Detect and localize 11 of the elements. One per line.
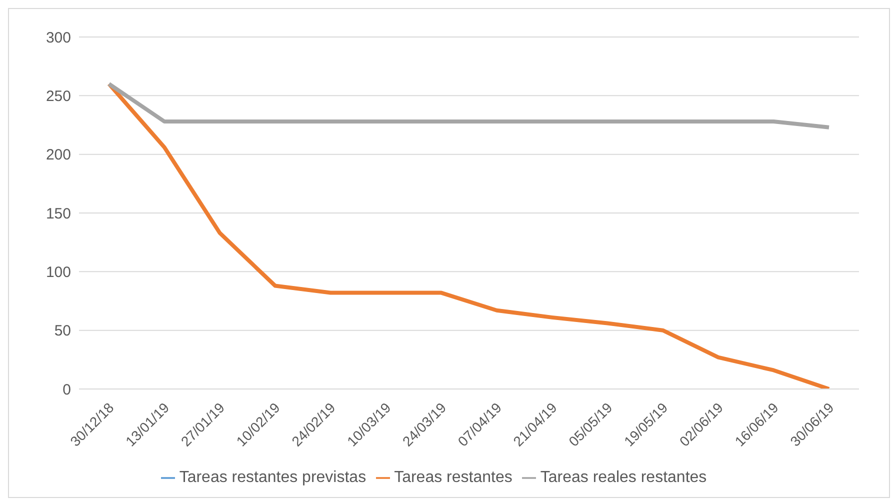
y-tick-label: 250 bbox=[46, 88, 71, 105]
legend-label: Tareas reales restantes bbox=[540, 469, 707, 486]
y-tick-label: 300 bbox=[46, 29, 71, 46]
y-tick-label: 0 bbox=[62, 381, 71, 398]
legend-label: Tareas restantes bbox=[394, 469, 512, 486]
line-series bbox=[107, 82, 831, 389]
legend-label: Tareas restantes previstas bbox=[179, 469, 366, 486]
y-tick-label: 150 bbox=[46, 205, 71, 222]
y-tick-label: 100 bbox=[46, 264, 71, 281]
y-tick-label: 50 bbox=[54, 322, 71, 340]
y-tick-label: 200 bbox=[46, 146, 71, 164]
